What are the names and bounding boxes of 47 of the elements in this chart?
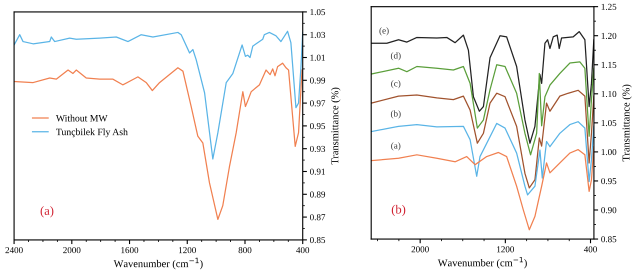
annotation: (b) <box>392 204 406 216</box>
x-tick-label: 1600 <box>121 247 138 254</box>
y-tick-label: 1.05 <box>310 9 326 16</box>
x-tick-label: 400 <box>584 246 597 252</box>
y-tick-label: 0.91 <box>310 168 325 175</box>
line-series <box>371 61 594 156</box>
series-label: (d) <box>390 52 401 60</box>
y-tick-label: 0.89 <box>310 191 326 198</box>
y-tick-label: 0.93 <box>310 146 326 152</box>
series-label: (c) <box>391 80 400 88</box>
legend-label: Tunçbilek Fly Ash <box>56 128 128 138</box>
x-tick-label: 2000 <box>412 246 429 252</box>
y-tick-label: 0.95 <box>601 178 616 184</box>
series-label: (a) <box>391 142 400 150</box>
y-tick-label: 0.99 <box>310 77 326 84</box>
y-axis-title: Transmittance (%) <box>331 88 340 164</box>
y-tick-label: 1.15 <box>602 62 616 68</box>
y-tick-label: 1.03 <box>310 32 326 38</box>
y-tick-label: 1.20 <box>602 32 616 39</box>
line-series <box>14 30 303 160</box>
y-tick-label: 1.01 <box>310 54 325 61</box>
y-tick-label: 0.90 <box>601 207 616 214</box>
x-tick-label: 1200 <box>179 247 196 254</box>
line-series <box>371 90 594 189</box>
x-tick-label: 2000 <box>63 247 80 254</box>
series-label: (b) <box>390 110 401 119</box>
x-tick-label: 400 <box>296 247 310 254</box>
x-axis-title: Wavenumber (cm$^{−1}$) <box>438 256 527 268</box>
y-tick-label: 0.85 <box>310 237 326 244</box>
y-tick-label: 0.97 <box>310 100 326 106</box>
y-tick-label: 1.25 <box>602 4 616 10</box>
series-label: (e) <box>379 27 389 36</box>
legend-label: Without MW <box>56 114 108 122</box>
x-tick-label: 2400 <box>5 247 23 254</box>
y-tick-label: 0.85 <box>601 236 616 242</box>
y-axis-title: Transmittance (%) <box>622 84 632 162</box>
y-tick-label: 1.05 <box>602 120 616 126</box>
line-series <box>14 62 303 220</box>
x-axis-title: Wavenumber (cm$^{−1}$) <box>114 258 203 270</box>
x-tick-label: 1200 <box>497 246 514 252</box>
x-tick-label: 800 <box>238 247 252 254</box>
y-tick-label: 0.87 <box>310 214 326 220</box>
y-tick-label: 1.10 <box>602 90 616 98</box>
annotation: (a) <box>40 206 54 218</box>
y-tick-label: 1.00 <box>602 149 616 156</box>
line-series <box>371 121 594 196</box>
y-tick-label: 0.95 <box>310 123 326 130</box>
